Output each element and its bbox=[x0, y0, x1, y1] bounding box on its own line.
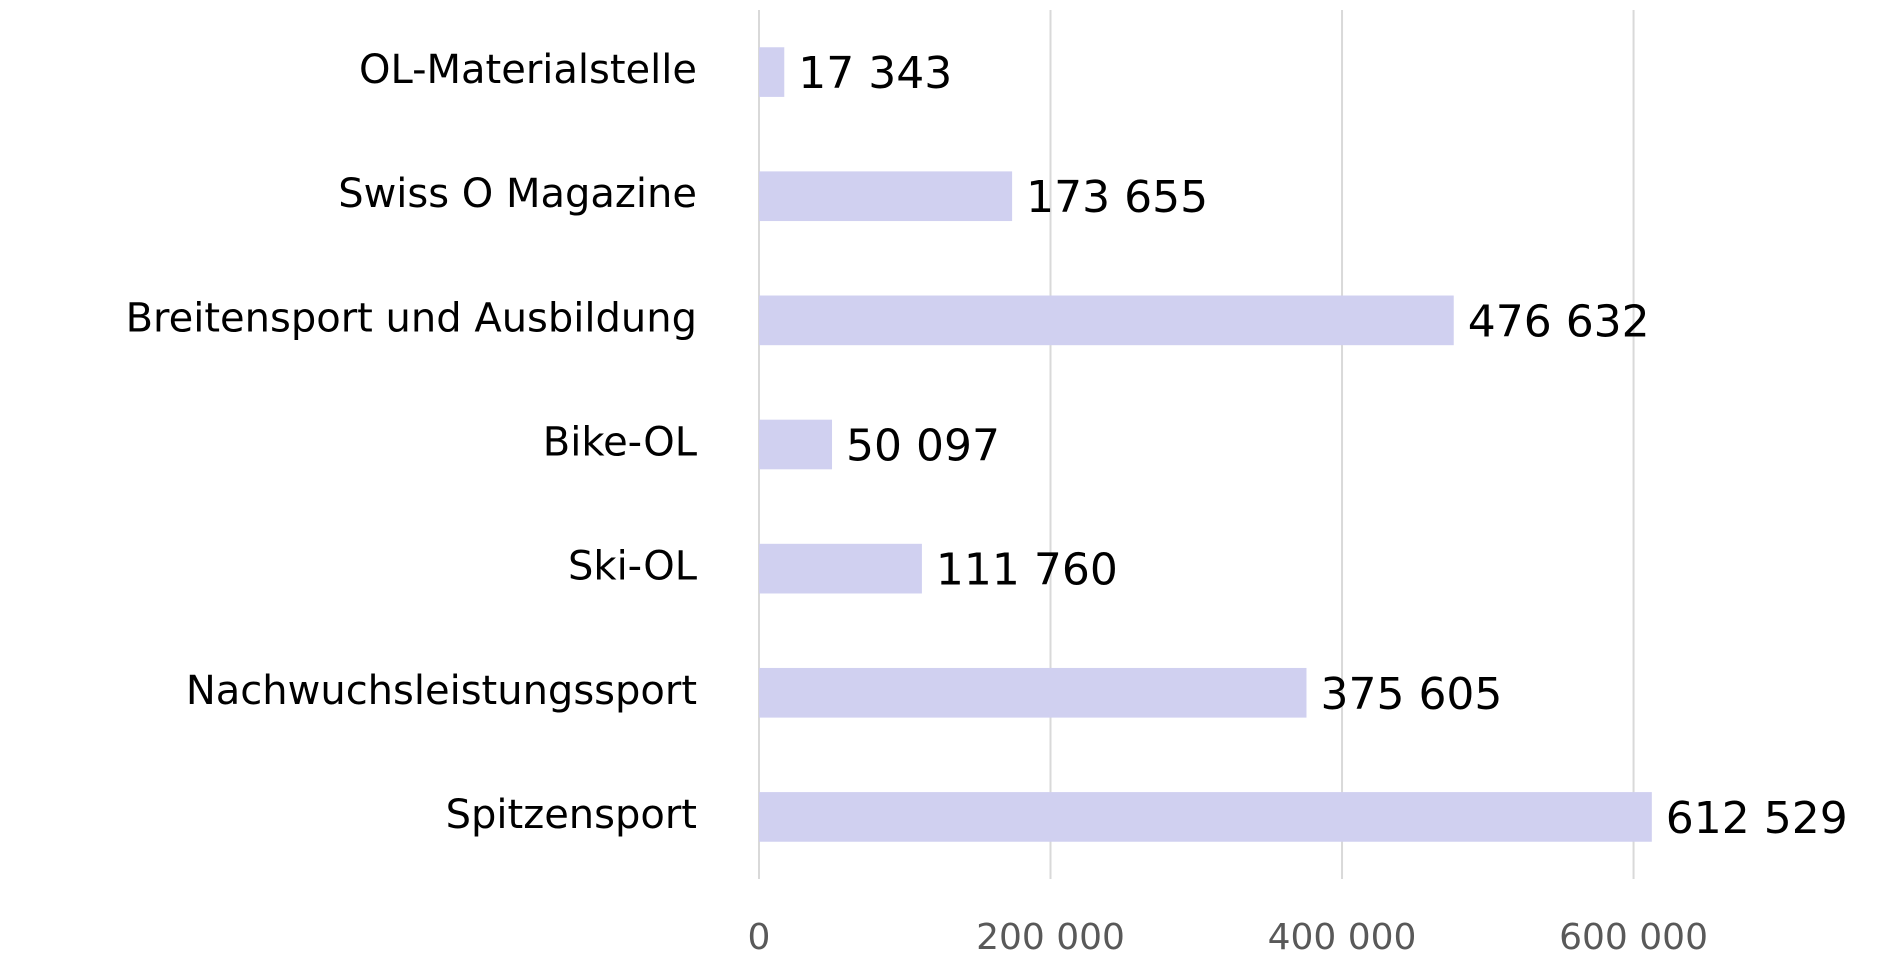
y-tick-label: Spitzensport bbox=[446, 792, 697, 838]
value-label: 375 605 bbox=[1320, 669, 1502, 720]
bar bbox=[759, 667, 1307, 718]
x-tick-label: 600 000 bbox=[1559, 917, 1708, 958]
bar bbox=[759, 792, 1652, 842]
bar bbox=[759, 171, 1013, 222]
y-tick-label: Ski-OL bbox=[568, 544, 698, 590]
value-label: 612 529 bbox=[1666, 793, 1848, 844]
value-label: 50 097 bbox=[846, 421, 1000, 472]
x-tick-label: 400 000 bbox=[1268, 917, 1417, 958]
value-label: 111 760 bbox=[936, 545, 1118, 596]
y-tick-label: OL-Materialstelle bbox=[359, 47, 697, 93]
value-label: 476 632 bbox=[1468, 296, 1650, 347]
x-tick-label: 0 bbox=[748, 917, 771, 958]
y-tick-label: Breitensport und Ausbildung bbox=[126, 295, 697, 341]
x-tick-label: 200 000 bbox=[976, 917, 1125, 958]
y-tick-label: Bike-OL bbox=[543, 420, 698, 466]
value-label: 173 655 bbox=[1026, 172, 1208, 223]
value-label: 17 343 bbox=[798, 48, 952, 99]
y-tick-label: Swiss O Magazine bbox=[338, 171, 697, 217]
bar bbox=[759, 419, 833, 470]
y-tick-label: Nachwuchsleistungssport bbox=[186, 668, 697, 714]
bar bbox=[759, 47, 785, 97]
bar bbox=[759, 543, 922, 594]
bar bbox=[759, 295, 1454, 346]
